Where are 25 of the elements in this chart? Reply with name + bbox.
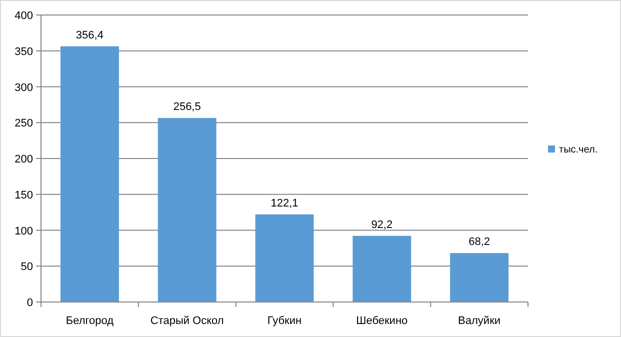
bar — [60, 46, 119, 302]
y-tick-label: 350 — [14, 46, 33, 58]
y-tick-label: 250 — [14, 118, 33, 130]
data-label: 356,4 — [76, 29, 104, 42]
x-tick-label: Губкин — [267, 315, 302, 327]
data-label: 68,2 — [468, 236, 490, 248]
y-tick-label: 300 — [14, 82, 33, 94]
y-tick-label: 0 — [26, 297, 33, 309]
x-tick-label: Белгород — [66, 315, 114, 327]
x-tick-label: Валуйки — [458, 315, 501, 327]
x-tick-label: Старый Оскол — [150, 315, 224, 327]
bar — [158, 118, 216, 302]
y-tick-label: 50 — [20, 261, 33, 274]
data-label: 92,2 — [371, 218, 393, 231]
x-tick-label: Шебекино — [356, 315, 408, 327]
bar — [352, 236, 412, 302]
legend-label: тыс.чел. — [559, 144, 598, 156]
data-label: 122,1 — [270, 197, 298, 210]
y-tick-label: 100 — [14, 225, 33, 238]
bar — [255, 214, 314, 302]
y-tick-label: 150 — [14, 189, 33, 202]
y-tick-label: 400 — [14, 10, 33, 22]
y-tick-label: 200 — [14, 154, 33, 166]
data-label: 256,5 — [173, 100, 201, 113]
bar — [450, 253, 509, 302]
